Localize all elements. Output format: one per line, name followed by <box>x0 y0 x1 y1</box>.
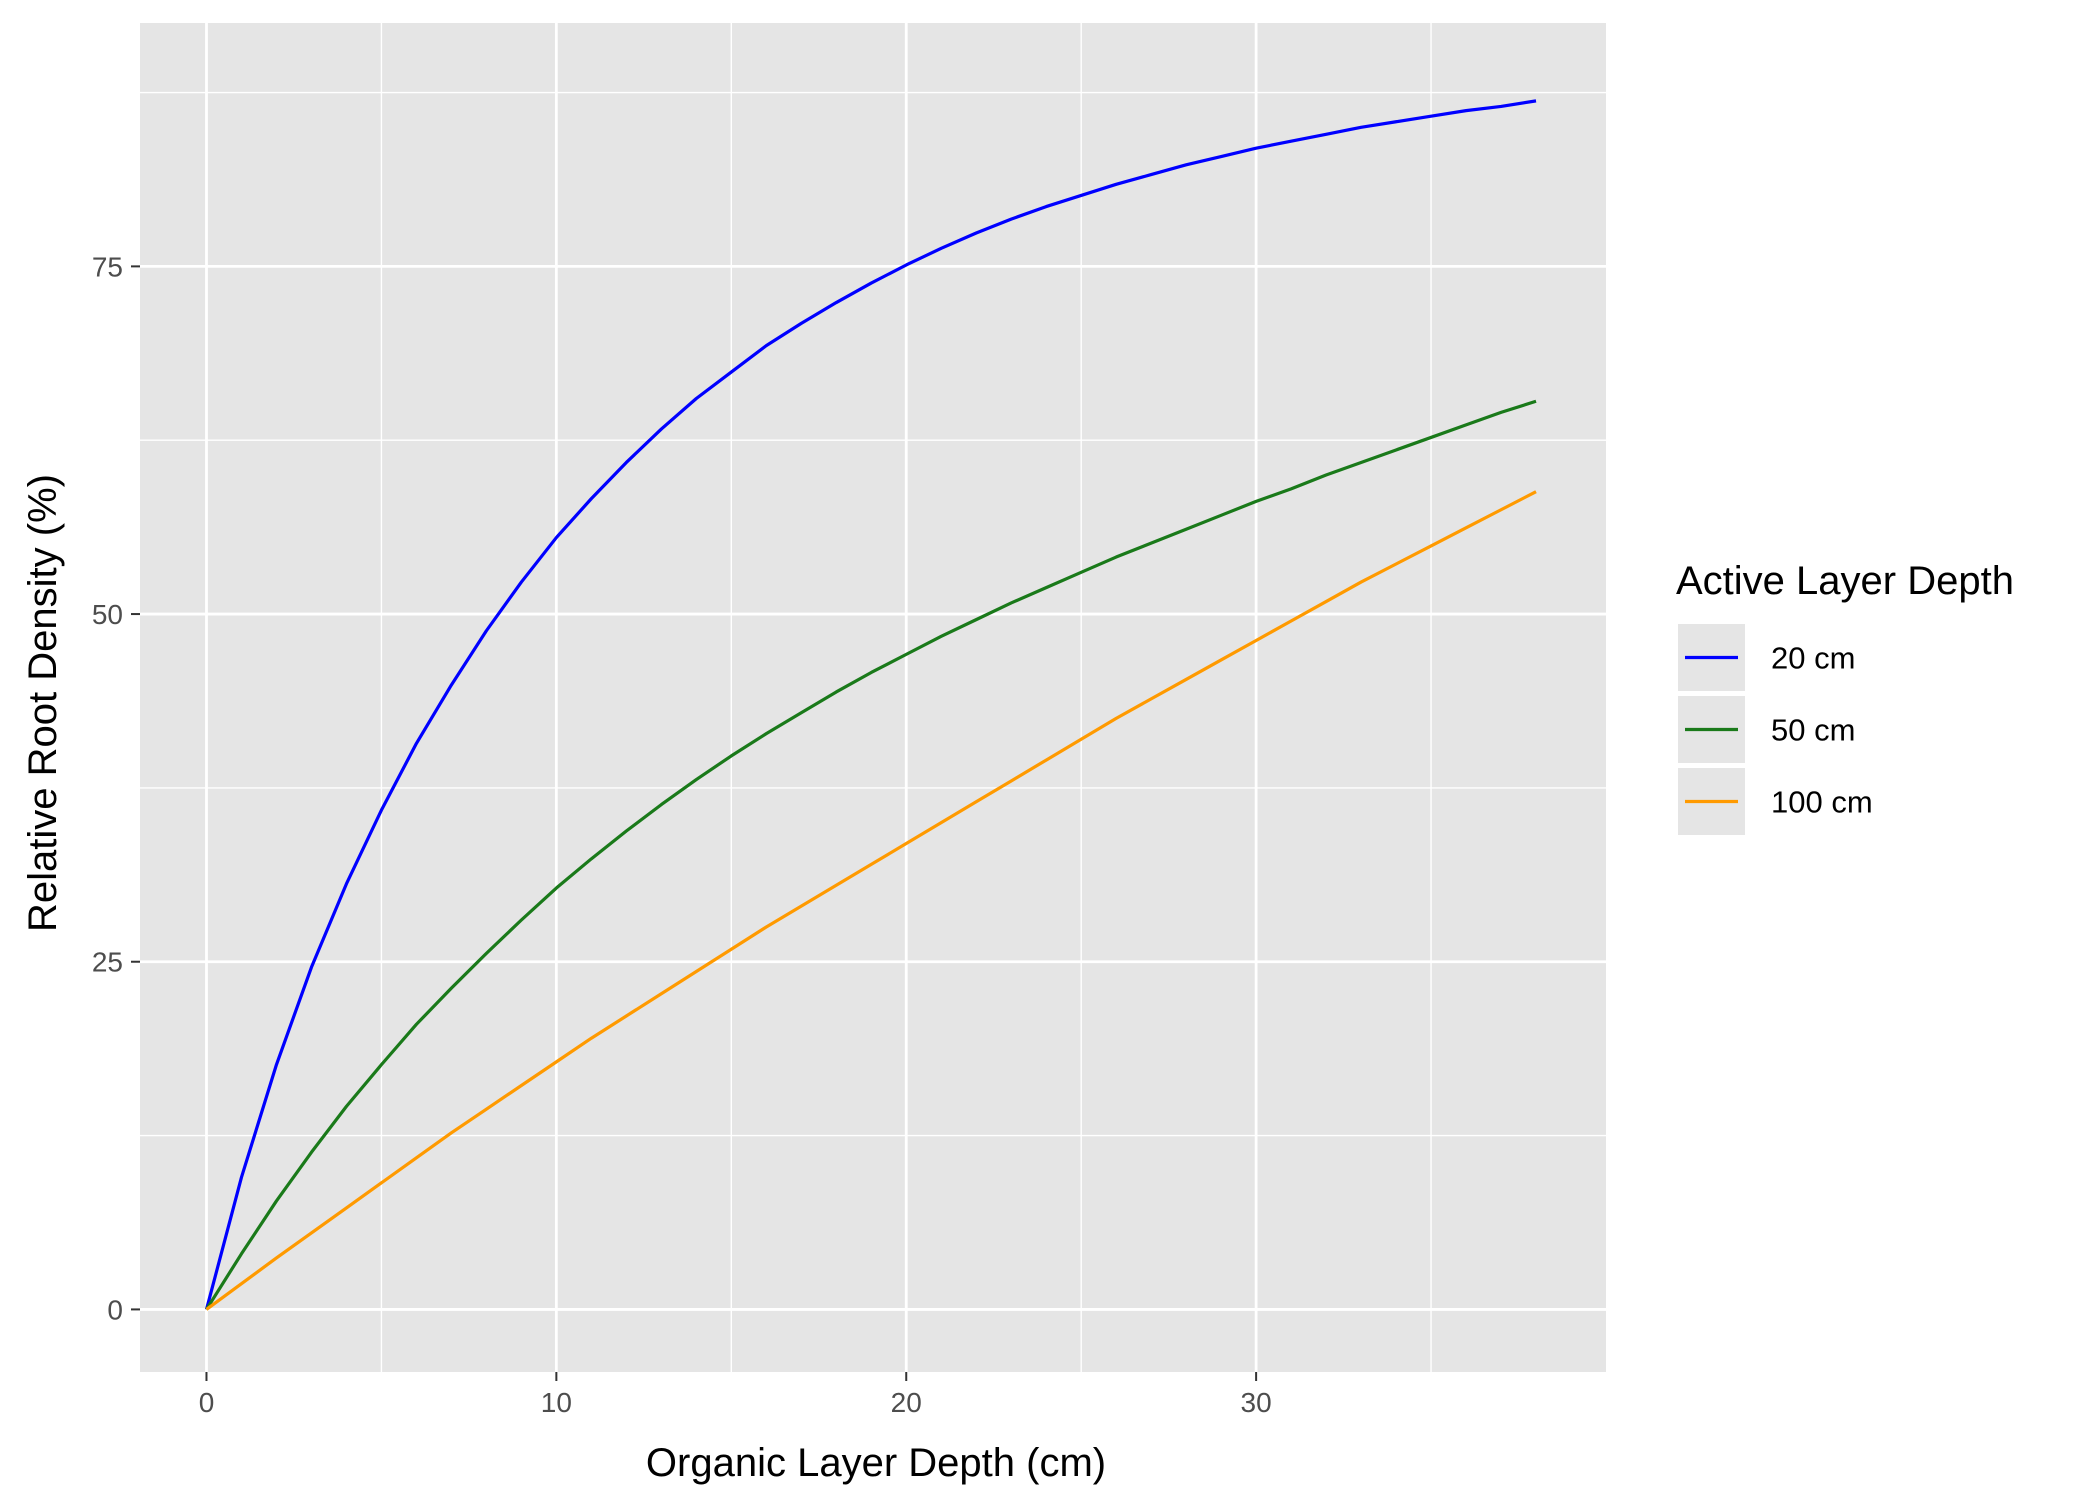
legend-label: 20 cm <box>1771 641 1855 676</box>
legend: Active Layer Depth 20 cm 50 cm 100 cm <box>1676 559 2014 835</box>
x-axis-title: Organic Layer Depth (cm) <box>646 1441 1106 1485</box>
legend-item: 100 cm <box>1678 768 1873 835</box>
x-tick-label: 0 <box>199 1387 215 1418</box>
y-tick-label: 25 <box>92 947 123 978</box>
legend-items: 20 cm 50 cm 100 cm <box>1678 624 1873 835</box>
y-tick-label: 75 <box>92 251 123 282</box>
panel-background <box>140 23 1606 1372</box>
plot-panel <box>140 23 1606 1372</box>
series-line-20-cm <box>204 99 1537 1310</box>
y-tick-label: 50 <box>92 599 123 630</box>
gridlines <box>140 23 1606 1372</box>
series-lines <box>204 99 1537 1311</box>
axes: 0 10 20 30 0 25 50 75 <box>92 251 1272 1418</box>
x-tick-label: 10 <box>541 1387 572 1418</box>
legend-label: 50 cm <box>1771 713 1855 748</box>
series-line-50-cm <box>205 399 1537 1311</box>
x-tick-label: 30 <box>1241 1387 1272 1418</box>
legend-label: 100 cm <box>1771 785 1873 820</box>
legend-title: Active Layer Depth <box>1676 559 2014 603</box>
legend-item: 50 cm <box>1678 696 1855 763</box>
y-axis-title: Relative Root Density (%) <box>21 474 65 932</box>
series-line-100-cm <box>205 490 1537 1311</box>
x-tick-label: 20 <box>891 1387 922 1418</box>
legend-item: 20 cm <box>1678 624 1855 691</box>
y-tick-label: 0 <box>107 1294 123 1325</box>
